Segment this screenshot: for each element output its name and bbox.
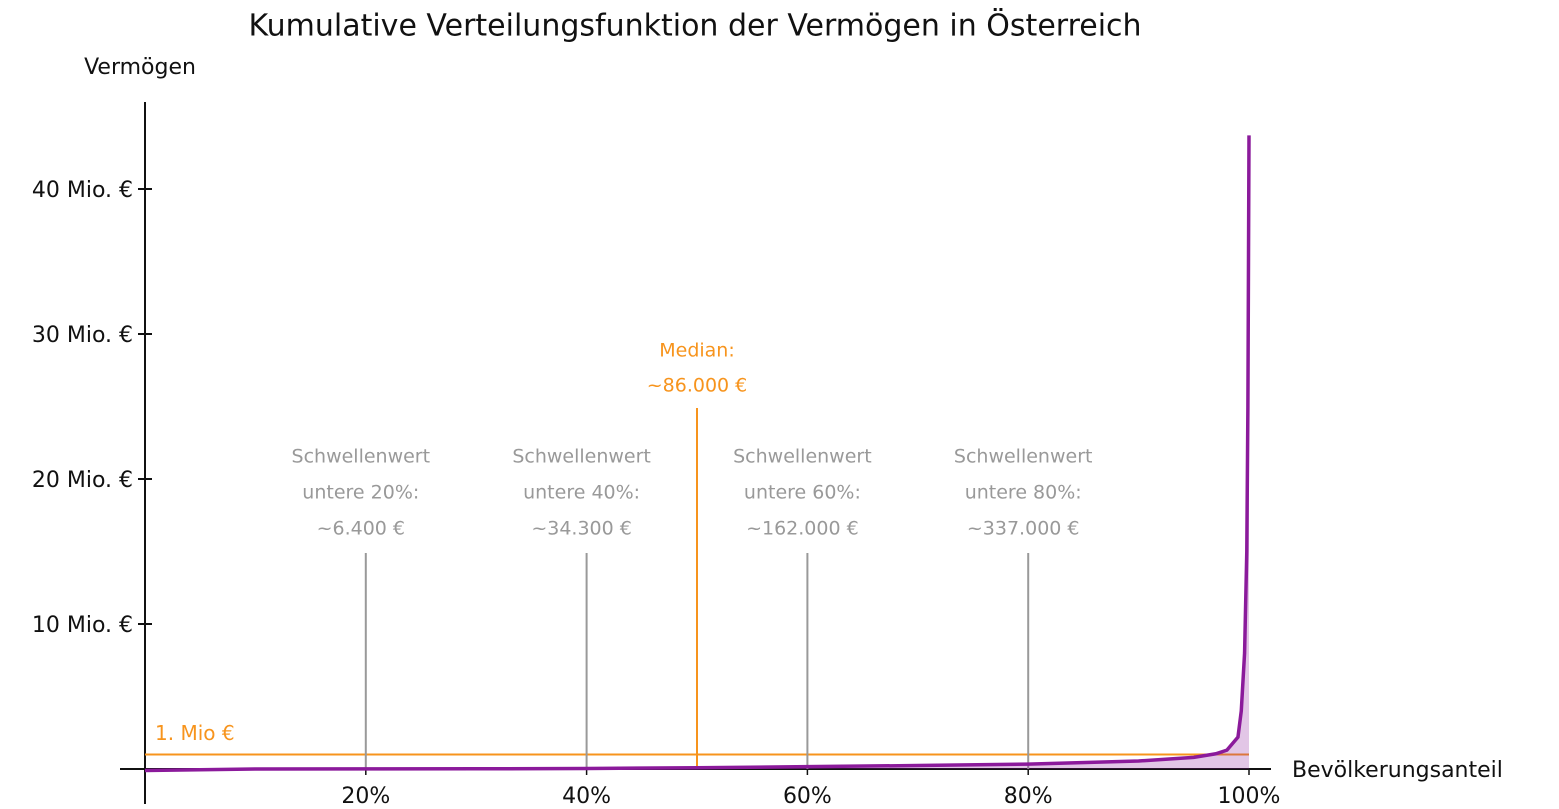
x-tick-label: 100% xyxy=(1218,784,1281,809)
threshold-text: Schwellenwert xyxy=(292,446,431,468)
threshold-text: untere 20%: xyxy=(302,482,419,504)
line xyxy=(144,135,1251,773)
threshold-text: untere 80%: xyxy=(965,482,1082,504)
threshold-text: untere 60%: xyxy=(744,482,861,504)
threshold-text: Schwellenwert xyxy=(733,446,872,468)
y-tick-label: 30 Mio. € xyxy=(32,323,133,348)
x-tick-label: 20% xyxy=(341,784,390,809)
threshold-value-label: ~34.300 € xyxy=(531,518,632,540)
threshold-value-label: ~6.400 € xyxy=(317,518,405,540)
threshold-text: Schwellenwert xyxy=(954,446,1093,468)
threshold-text: untere 40%: xyxy=(523,482,640,504)
x-tick-label: 80% xyxy=(1004,784,1053,809)
y-tick-label: 20 Mio. € xyxy=(32,468,133,493)
threshold-value-label: ~337.000 € xyxy=(967,518,1080,540)
reference-label: 1. Mio € xyxy=(155,721,235,745)
x-tick-label: 40% xyxy=(562,784,611,809)
median-value-label: ~86.000 € xyxy=(647,375,748,397)
x-tick-label: 60% xyxy=(783,784,832,809)
median-label: Median: xyxy=(659,340,735,362)
chart-title: Kumulative Verteilungsfunktion der Vermö… xyxy=(248,8,1141,44)
threshold-value-label: ~162.000 € xyxy=(746,518,859,540)
y-tick-label: 40 Mio. € xyxy=(32,178,133,203)
y-axis-title: Vermögen xyxy=(84,55,196,80)
x-axis-title: Bevölkerungsanteil xyxy=(1292,758,1503,783)
threshold-text: Schwellenwert xyxy=(512,446,651,468)
y-tick-label: 10 Mio. € xyxy=(32,613,133,638)
